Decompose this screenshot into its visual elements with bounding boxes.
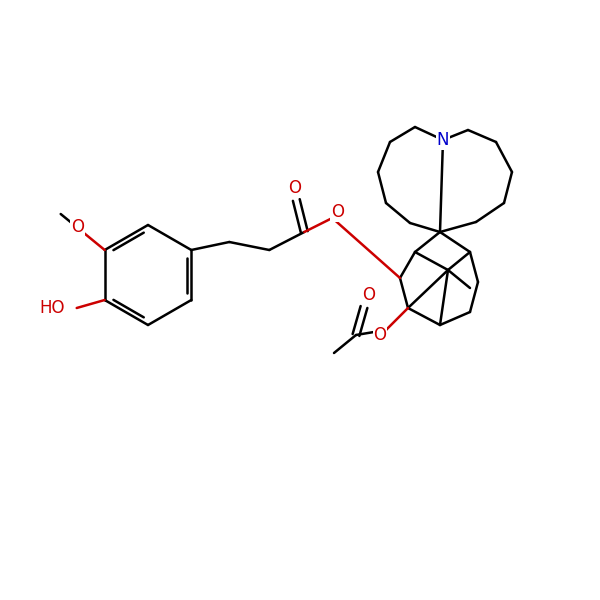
Text: O: O — [288, 179, 301, 197]
Text: O: O — [362, 286, 376, 304]
Text: O: O — [373, 326, 386, 344]
Text: O: O — [331, 203, 344, 221]
Text: O: O — [71, 218, 84, 236]
Text: HO: HO — [39, 299, 65, 317]
Text: N: N — [437, 131, 449, 149]
